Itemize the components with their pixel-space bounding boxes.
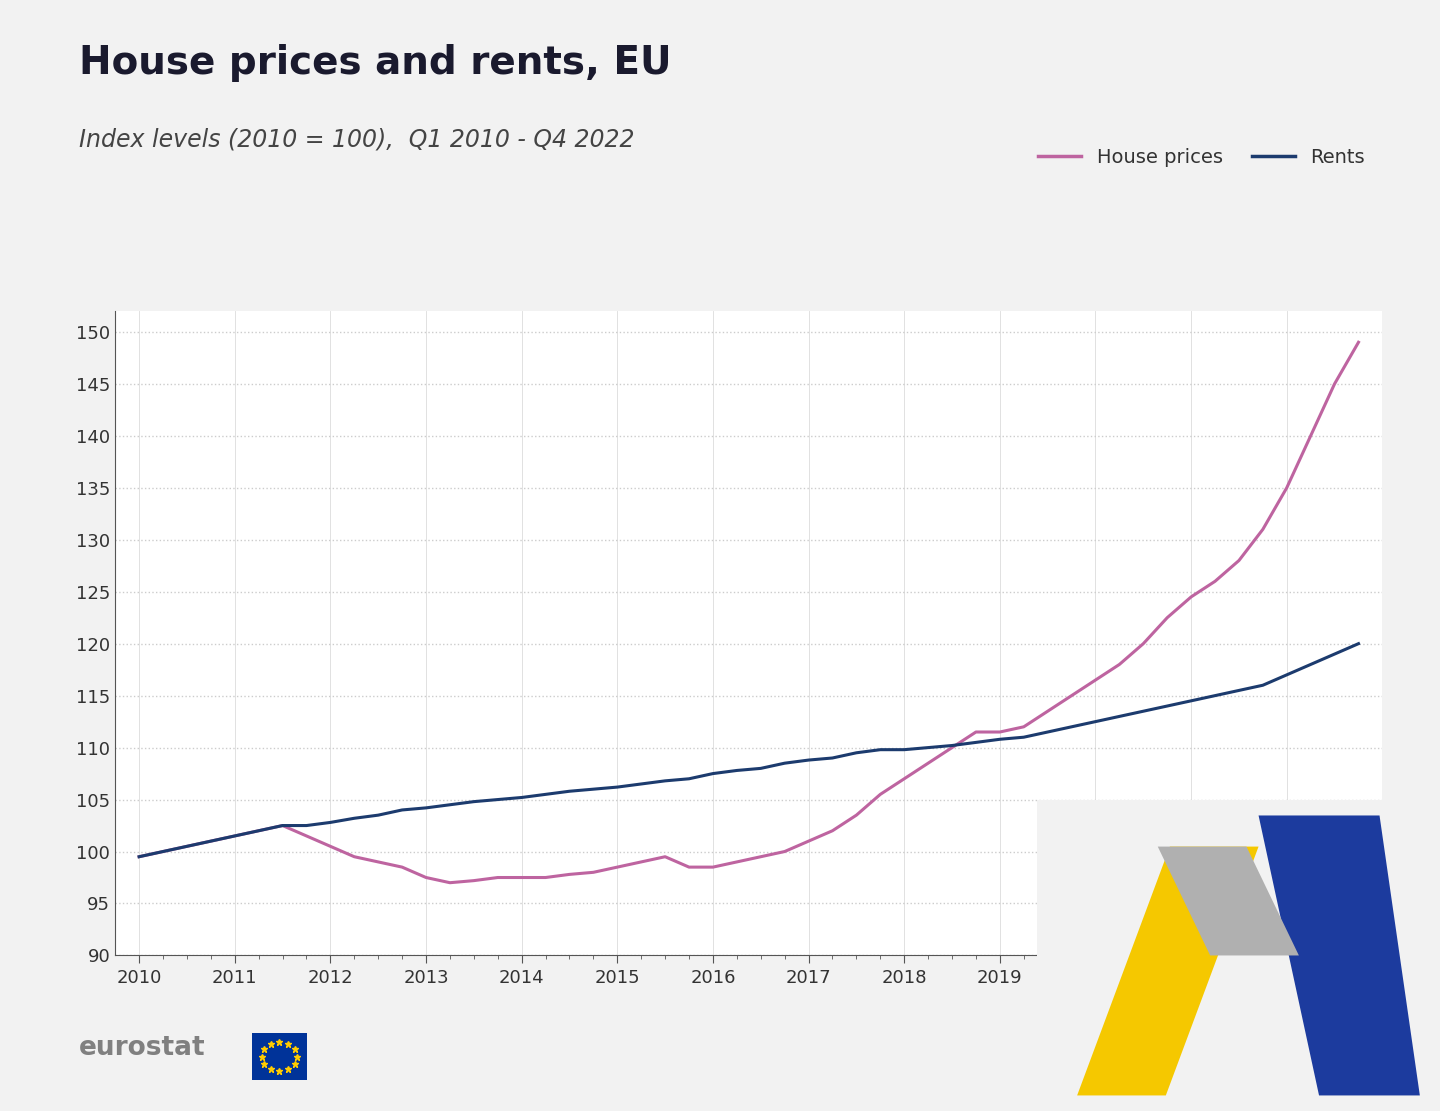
House prices (1279, 481, 1296, 494)
House prices (131, 850, 148, 863)
Text: Index levels (2010 = 100),  Q1 2010 - Q4 2022: Index levels (2010 = 100), Q1 2010 - Q4 … (79, 128, 635, 152)
Polygon shape (1259, 815, 1420, 1095)
House prices (943, 741, 960, 754)
House prices (441, 877, 458, 890)
Text: eurostat: eurostat (79, 1035, 206, 1061)
Line: House prices: House prices (140, 342, 1358, 883)
Polygon shape (1077, 847, 1259, 1095)
Rents (1349, 637, 1367, 650)
Rents (871, 743, 888, 757)
Legend: House prices, Rents: House prices, Rents (1031, 140, 1372, 174)
House prices (729, 855, 746, 869)
House prices (896, 772, 913, 785)
Rents (704, 767, 721, 780)
Rents (560, 784, 577, 798)
Rents (1254, 679, 1272, 692)
House prices (1349, 336, 1367, 349)
Text: House prices and rents, EU: House prices and rents, EU (79, 44, 672, 82)
Rents (131, 850, 148, 863)
Polygon shape (1158, 847, 1299, 955)
House prices (585, 865, 602, 879)
Line: Rents: Rents (140, 643, 1358, 857)
House prices (226, 829, 243, 842)
Rents (920, 741, 937, 754)
Rents (226, 829, 243, 842)
